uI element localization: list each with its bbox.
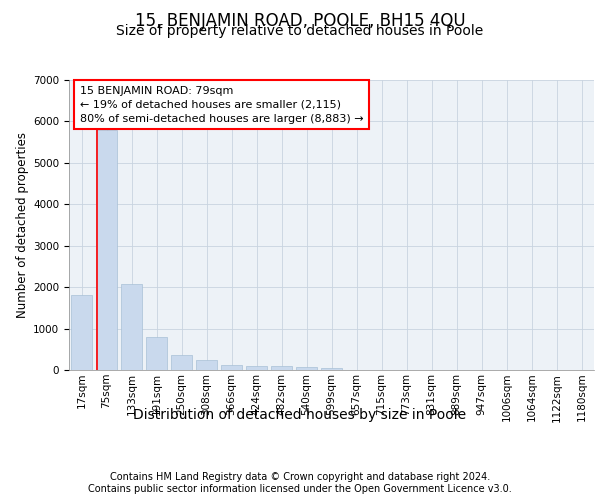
Text: Size of property relative to detached houses in Poole: Size of property relative to detached ho…: [116, 24, 484, 38]
Text: 15 BENJAMIN ROAD: 79sqm
← 19% of detached houses are smaller (2,115)
80% of semi: 15 BENJAMIN ROAD: 79sqm ← 19% of detache…: [79, 86, 363, 124]
Bar: [71, 296, 92, 370]
Bar: [96, 130, 117, 370]
Bar: [321, 368, 342, 370]
Y-axis label: Number of detached properties: Number of detached properties: [16, 132, 29, 318]
Text: Distribution of detached houses by size in Poole: Distribution of detached houses by size …: [133, 408, 467, 422]
Bar: [171, 354, 192, 370]
Bar: [271, 366, 292, 370]
Bar: [221, 364, 242, 370]
Bar: [246, 366, 267, 370]
Text: 15, BENJAMIN ROAD, POOLE, BH15 4QU: 15, BENJAMIN ROAD, POOLE, BH15 4QU: [134, 12, 466, 30]
Text: Contains HM Land Registry data © Crown copyright and database right 2024.: Contains HM Land Registry data © Crown c…: [110, 472, 490, 482]
Bar: [196, 360, 217, 370]
Bar: [296, 367, 317, 370]
Text: Contains public sector information licensed under the Open Government Licence v3: Contains public sector information licen…: [88, 484, 512, 494]
Bar: [121, 284, 142, 370]
Bar: [146, 337, 167, 370]
